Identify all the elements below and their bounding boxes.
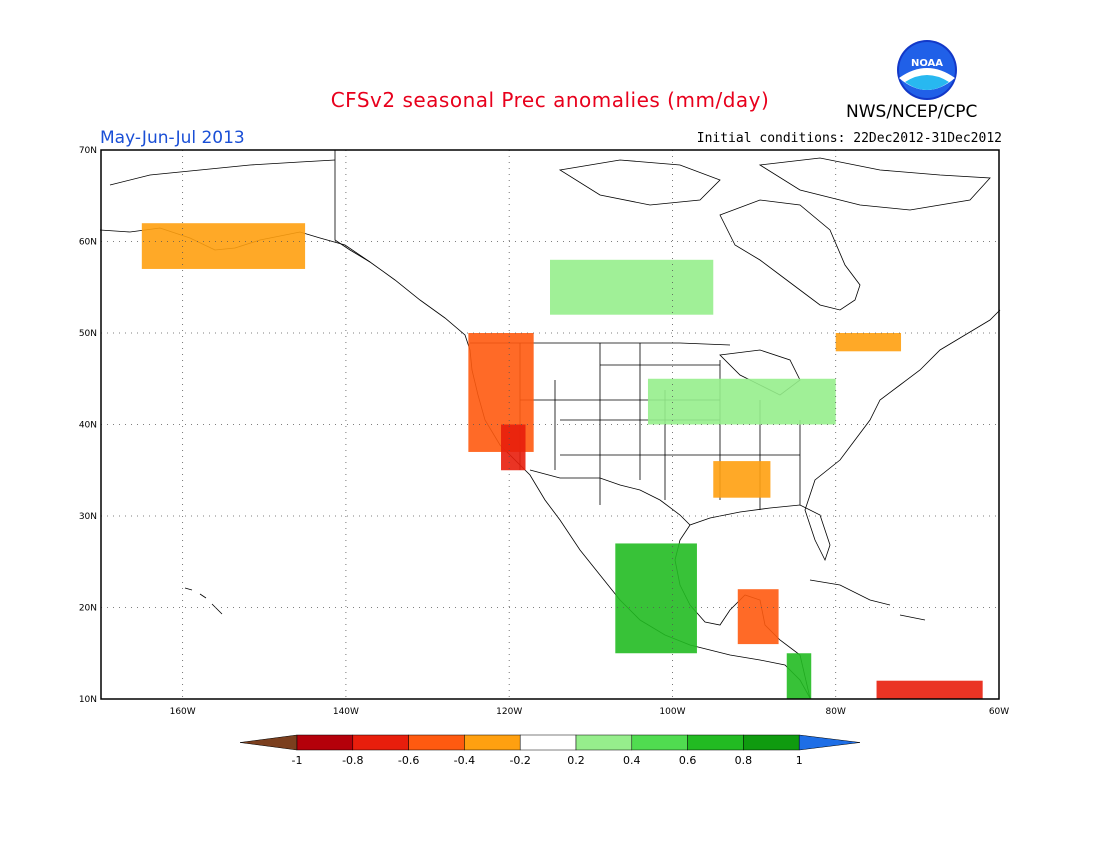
colorbar-label: 0.4 xyxy=(623,754,641,767)
colorbar-segment xyxy=(296,734,354,751)
noaa-logo: NOAA xyxy=(897,40,957,100)
lon-label: 160W xyxy=(170,707,196,717)
colorbar-segment xyxy=(464,734,521,751)
anomaly-region-caribbean-south xyxy=(876,680,983,699)
anomaly-region-alaska-south xyxy=(141,223,306,269)
colorbar-segment xyxy=(631,734,688,751)
latitude-labels: 10N 20N 30N 40N 50N 60N 70N xyxy=(79,146,97,705)
colorbar-label: -0.6 xyxy=(398,754,419,767)
lat-label: 30N xyxy=(79,512,97,522)
anomaly-region-central-america xyxy=(786,653,812,699)
lon-label: 60W xyxy=(989,707,1009,717)
agency-label: NWS/NCEP/CPC xyxy=(846,102,978,122)
colorbar-left-arrow xyxy=(239,734,298,751)
initial-conditions: Initial conditions: 22Dec2012-31Dec2012 xyxy=(696,131,1002,146)
colorbar-label: -0.2 xyxy=(509,754,530,767)
colorbar-label: 0.6 xyxy=(679,754,697,767)
colorbar-segment xyxy=(743,734,800,751)
colorbar-label: 0.2 xyxy=(567,754,585,767)
anomaly-region-southern-plains xyxy=(713,461,771,498)
lon-label: 140W xyxy=(333,707,359,717)
chart-title: CFSv2 seasonal Prec anomalies (mm/day) xyxy=(330,88,770,112)
colorbar-label: 1 xyxy=(796,754,803,767)
lat-label: 50N xyxy=(79,329,97,339)
colorbar-segment xyxy=(408,734,465,751)
logo-text: NOAA xyxy=(911,58,943,69)
anomaly-region-mexico-west-coast xyxy=(615,543,697,654)
colorbar-segment xyxy=(575,734,633,751)
colorbar-segment xyxy=(352,734,409,751)
colorbar-label: -0.4 xyxy=(454,754,475,767)
anomaly-region-great-lakes xyxy=(647,378,836,425)
lon-label: 100W xyxy=(659,707,685,717)
colorbar-label: -0.8 xyxy=(342,754,363,767)
colorbar: -1 -0.8 -0.6 -0.4 -0.2 0.2 0.4 0.6 0.8 1 xyxy=(239,734,861,767)
anomaly-region-yucatan xyxy=(737,589,779,645)
lon-label: 120W xyxy=(496,707,522,717)
lat-label: 60N xyxy=(79,238,97,248)
colorbar-segment xyxy=(519,734,577,751)
anomaly-cells xyxy=(141,223,983,699)
forecast-period: May-Jun-Jul 2013 xyxy=(100,128,245,148)
anomaly-region-canada-central xyxy=(550,259,714,315)
lat-label: 20N xyxy=(79,604,97,614)
lat-label: 10N xyxy=(79,695,97,705)
lat-label: 70N xyxy=(79,146,97,156)
anomaly-region-california xyxy=(501,424,526,471)
colorbar-right-arrow xyxy=(798,734,861,751)
colorbar-label: 0.8 xyxy=(735,754,753,767)
colorbar-label: -1 xyxy=(292,754,303,767)
anomaly-region-quebec-south xyxy=(835,333,902,352)
longitude-labels: 160W 140W 120W 100W 80W 60W xyxy=(170,707,1010,717)
map-frame xyxy=(100,149,1000,700)
lon-label: 80W xyxy=(826,707,846,717)
lat-label: 40N xyxy=(79,421,97,431)
colorbar-segment xyxy=(687,734,744,751)
